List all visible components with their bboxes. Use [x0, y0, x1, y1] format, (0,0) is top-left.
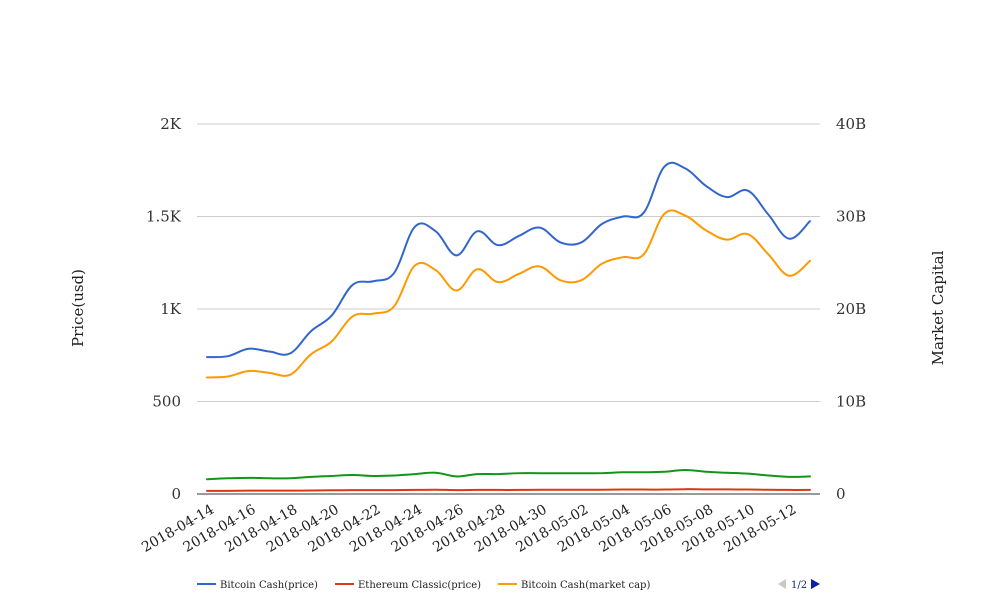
y-axis-right-title: Market Capital: [929, 250, 947, 365]
y-right-tick-label: 0: [836, 485, 846, 503]
series-line-3: [206, 468, 811, 481]
legend-page-indicator: 1/2: [791, 580, 807, 591]
series-line-2: [206, 209, 811, 379]
y-left-tick-label: 1K: [160, 300, 182, 318]
legend-pager: 1/2: [778, 579, 820, 591]
y-left-tick-label: 0: [171, 485, 181, 503]
legend-prev-arrow-icon[interactable]: [778, 579, 786, 589]
series-line-0: [206, 161, 811, 359]
series-lines: [206, 161, 811, 492]
y-axis-left-ticks: 0 500 1K 1.5K 2K: [146, 115, 182, 503]
y-left-tick-label: 1.5K: [146, 208, 182, 226]
y-left-tick-label: 500: [152, 393, 181, 411]
legend: Bitcoin Cash(price) Ethereum Classic(pric…: [197, 580, 650, 591]
legend-item-label[interactable]: Bitcoin Cash(market cap): [521, 580, 650, 591]
gridlines: [197, 123, 820, 495]
y-left-tick-label: 2K: [160, 115, 182, 133]
x-axis-ticks: 2018-04-142018-04-162018-04-182018-04-20…: [139, 502, 799, 556]
y-right-tick-label: 20B: [836, 300, 866, 318]
legend-item-label[interactable]: Ethereum Classic(price): [358, 580, 481, 591]
y-right-tick-label: 40B: [836, 115, 866, 133]
y-right-tick-label: 30B: [836, 208, 866, 226]
y-axis-right-ticks: 0 10B 20B 30B 40B: [836, 115, 866, 503]
legend-next-arrow-icon[interactable]: [811, 579, 820, 589]
series-line-1: [206, 488, 811, 492]
legend-item-label[interactable]: Bitcoin Cash(price): [220, 580, 318, 591]
y-right-tick-label: 10B: [836, 393, 866, 411]
y-axis-left-title: Price(usd): [69, 269, 87, 347]
